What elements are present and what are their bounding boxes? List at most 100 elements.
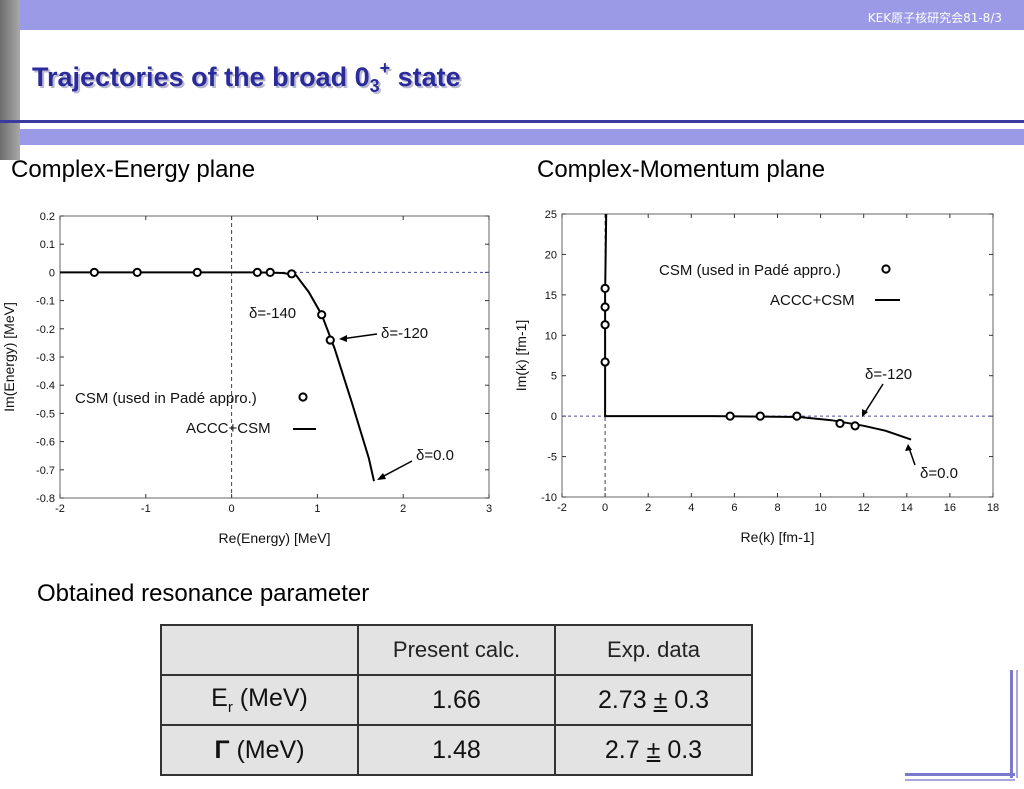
table-header-row: Present calc. Exp. data — [160, 624, 753, 676]
data-point-csm — [792, 411, 802, 421]
gamma-exp-value: 2.7 ± 0.3 — [554, 724, 753, 776]
x-tick-label: -2 — [55, 503, 65, 515]
data-point-csm — [317, 310, 327, 320]
legend-label-csm: CSM (used in Padé appro.) — [659, 262, 841, 279]
annotation-arrow-0 — [908, 447, 916, 466]
left-panel-heading: Complex-Energy plane — [11, 156, 256, 183]
header-cell-empty — [160, 624, 359, 676]
data-point-csm — [287, 269, 297, 279]
er-exp-value: 2.73 ± 0.3 — [554, 674, 753, 726]
top-banner — [0, 0, 1024, 30]
data-point-csm — [725, 411, 735, 421]
x-tick-label: -2 — [557, 502, 567, 514]
gamma-present-value: 1.48 — [357, 724, 556, 776]
y-tick-label: 10 — [545, 330, 557, 342]
x-tick-label: 12 — [858, 502, 870, 514]
row-label-er: Er (MeV) — [160, 674, 359, 726]
y-tick-label: 20 — [545, 249, 557, 261]
x-tick-label: 8 — [774, 502, 780, 514]
y-tick-label: 0.1 — [40, 239, 55, 251]
y-tick-label: 25 — [545, 209, 557, 221]
y-tick-label: -0.6 — [36, 437, 55, 449]
y-tick-label: 5 — [551, 371, 557, 383]
table-row: Er (MeV) 1.66 2.73 ± 0.3 — [160, 674, 753, 726]
title-rule — [0, 120, 1024, 123]
corner-decor-horizontal — [905, 773, 1015, 776]
y-tick-label: 0.2 — [40, 211, 55, 223]
corner-decor-vertical — [1010, 670, 1013, 778]
y-tick-label: -5 — [547, 452, 557, 464]
er-exp-number: 2.73 — [597, 685, 647, 714]
gamma-symbol: Γ — [214, 735, 230, 764]
annotation-delta-140: δ=-140 — [249, 305, 296, 322]
left-decor-strip — [0, 0, 20, 160]
legend-marker-csm — [298, 392, 308, 402]
er-present-value: 1.66 — [357, 674, 556, 726]
momentum-plane-chart: -2 0 2 4 6 8 10 12 14 16 18 25 20 15 10 5 0 -5 -10 Re(k) [f… — [513, 209, 999, 545]
title-band — [20, 129, 1024, 145]
y-axis-label: Im(k) [fm-1] — [513, 320, 529, 392]
title-sub: 3 — [369, 76, 380, 96]
annotation-arrowhead-0 — [905, 444, 912, 451]
title-main: Trajectories of the broad 0 — [32, 62, 370, 92]
annotation-delta-120: δ=-120 — [865, 366, 912, 383]
row-label-gamma: Γ (MeV) — [160, 724, 359, 776]
title-tail: state — [390, 62, 461, 92]
annotation-delta-120: δ=-120 — [381, 325, 428, 342]
annotation-arrow-0 — [379, 460, 413, 479]
legend-label-csm: CSM (used in Padé appro.) — [75, 390, 257, 407]
legend-label-accc: ACCC+CSM — [186, 420, 271, 437]
gamma-unit: (MeV) — [229, 735, 305, 764]
right-panel-heading: Complex-Momentum plane — [537, 156, 826, 183]
x-tick-label: 10 — [814, 502, 826, 514]
parameters-heading: Obtained resonance parameter — [37, 580, 370, 607]
x-tick-label: 18 — [987, 502, 999, 514]
y-tick-label: -0.8 — [36, 493, 55, 505]
annotation-arrowhead-120 — [862, 409, 868, 417]
y-tick-label: -0.1 — [36, 296, 55, 308]
gamma-exp-number: 2.7 — [604, 735, 640, 764]
annotation-arrowhead-120 — [339, 335, 347, 342]
page-title: Trajectories of the broad 03+ state — [32, 58, 461, 97]
title-sup: + — [379, 58, 391, 78]
data-point-csm — [600, 302, 610, 312]
y-tick-label: -0.4 — [36, 380, 55, 392]
x-tick-label: 4 — [688, 502, 694, 514]
data-point-csm — [192, 267, 202, 278]
y-tick-label: 0 — [49, 267, 55, 279]
x-tick-label: 2 — [400, 503, 406, 515]
header-cell-present: Present calc. — [357, 624, 556, 676]
annotation-arrow-120 — [863, 383, 884, 415]
table-row: Γ (MeV) 1.48 2.7 ± 0.3 — [160, 724, 753, 776]
energy-plane-chart: -2 -1 0 1 2 3 0.2 0.1 0 -0.1 -0.2 -0.3 -0.4 -0.5 -0.6 -… — [1, 211, 492, 546]
er-exp-pm: ± — [653, 685, 668, 714]
x-tick-label: 14 — [901, 502, 913, 514]
x-tick-label: 0 — [229, 503, 235, 515]
series-line-accc-csm — [604, 213, 912, 441]
x-tick-label: 3 — [486, 503, 492, 515]
x-axis-label: Re(k) [fm-1] — [741, 529, 815, 545]
data-point-csm — [600, 357, 610, 367]
x-tick-label: 16 — [944, 502, 956, 514]
er-exp-error: 0.3 — [674, 685, 710, 714]
y-tick-label: -10 — [541, 492, 557, 504]
data-point-csm — [132, 267, 142, 278]
data-point-csm — [835, 418, 845, 429]
data-point-csm — [850, 421, 860, 431]
y-tick-label: 15 — [545, 290, 557, 302]
y-tick-label: -0.7 — [36, 465, 55, 477]
parameters-table: Present calc. Exp. data Er (MeV) 1.66 2.… — [160, 624, 753, 776]
y-tick-label: -0.2 — [36, 324, 55, 336]
y-tick-label: -0.5 — [36, 408, 55, 420]
data-point-csm — [89, 267, 99, 278]
data-point-csm — [600, 320, 610, 330]
gamma-exp-error: 0.3 — [667, 735, 703, 764]
er-unit: (MeV) — [232, 684, 308, 712]
series-line-accc-csm — [60, 271, 375, 482]
data-point-csm — [325, 335, 335, 345]
x-tick-label: 2 — [645, 502, 651, 514]
er-subscript: r — [227, 699, 233, 716]
gamma-exp-pm: ± — [646, 735, 661, 764]
corner-decor-horizontal-light — [905, 779, 1015, 781]
er-symbol: E — [211, 684, 228, 712]
